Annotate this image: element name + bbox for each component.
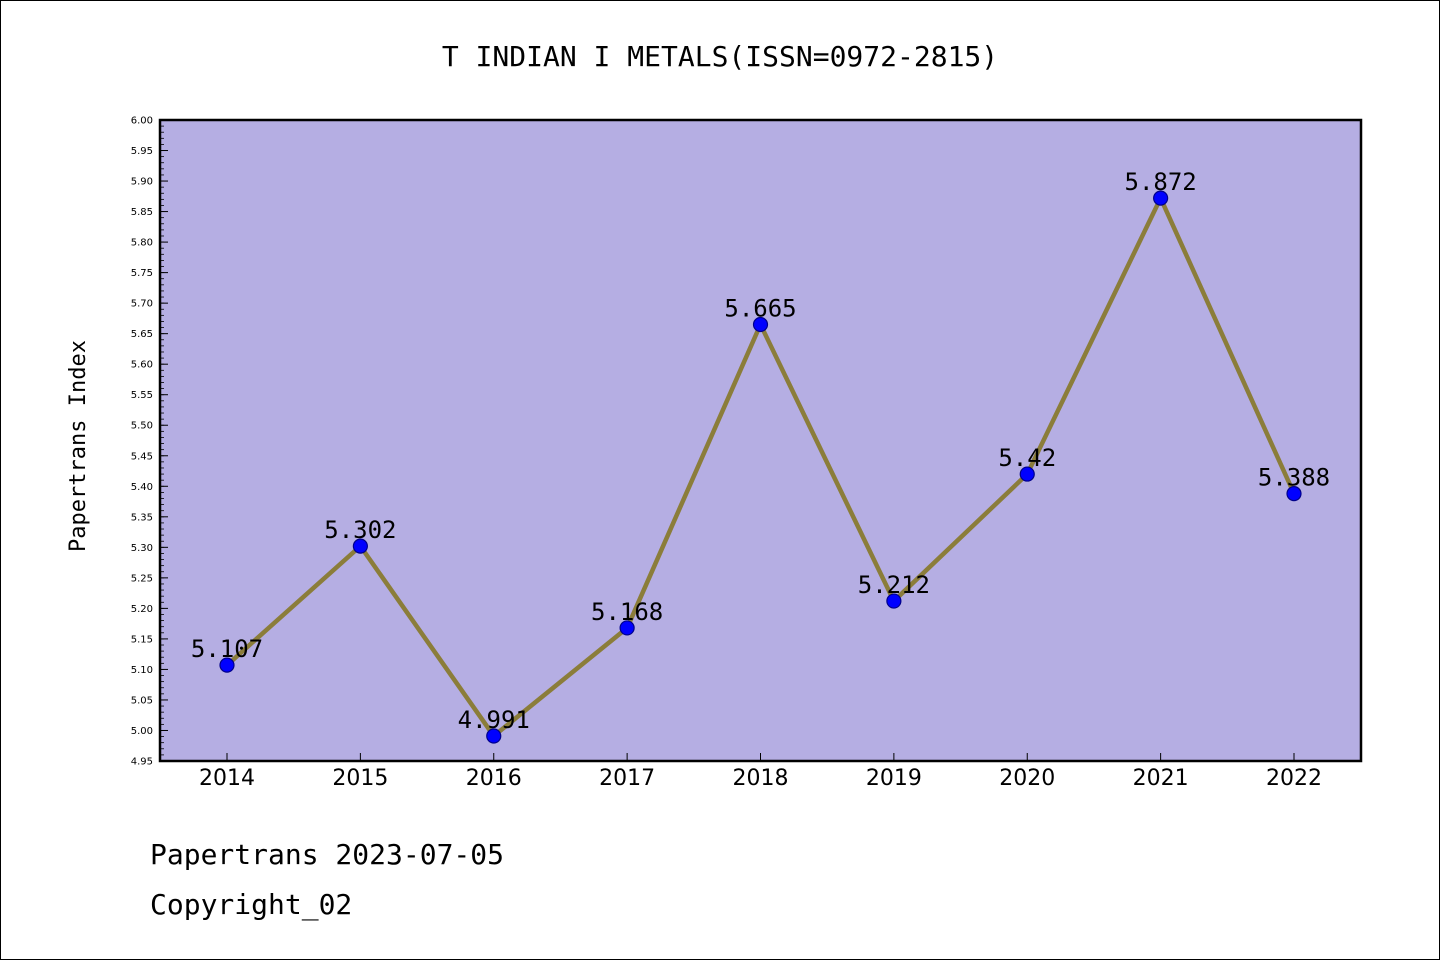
footer-copyright: Copyright_02 xyxy=(150,888,352,922)
y-tick-label: 5.50 xyxy=(131,421,153,432)
y-tick-label: 5.40 xyxy=(131,482,153,493)
x-tick-label: 2018 xyxy=(733,766,789,791)
y-tick-label: 5.45 xyxy=(131,451,153,462)
y-tick-label: 5.00 xyxy=(131,726,153,737)
data-point xyxy=(1286,486,1302,502)
data-label: 5.42 xyxy=(998,444,1056,472)
x-tick-label: 2015 xyxy=(332,766,388,791)
data-label: 5.168 xyxy=(591,598,663,626)
x-tick-label: 2016 xyxy=(466,766,522,791)
data-label: 5.872 xyxy=(1125,168,1197,196)
y-tick-label: 5.90 xyxy=(131,177,153,188)
y-tick-label: 5.65 xyxy=(131,329,153,340)
footer-date: Papertrans 2023-07-05 xyxy=(150,838,504,871)
data-point xyxy=(486,728,502,744)
y-tick-label: 5.05 xyxy=(131,695,153,706)
y-tick-label: 5.85 xyxy=(131,207,153,218)
data-point xyxy=(752,316,769,333)
data-point xyxy=(1153,190,1169,206)
y-axis-label: Papertrans Index xyxy=(66,340,91,552)
plot-area xyxy=(160,120,1361,761)
data-point xyxy=(219,657,235,673)
data-point xyxy=(352,538,368,554)
y-tick-label: 5.20 xyxy=(131,604,153,615)
y-tick-label: 5.30 xyxy=(131,543,153,554)
x-tick-label: 2019 xyxy=(866,766,922,791)
y-tick-label: 5.60 xyxy=(131,360,153,371)
data-label: 5.388 xyxy=(1258,464,1330,492)
axis-ticks: 4.95 5.00 5.05 5.10 5.15 5.20 5.25 5.30 5.35 5.40… xyxy=(131,116,1322,792)
x-tick-label: 2022 xyxy=(1266,766,1322,791)
data-point xyxy=(1019,466,1035,482)
y-tick-label: 4.95 xyxy=(131,757,153,768)
y-tick-label: 5.80 xyxy=(131,238,153,249)
y-tick-label: 5.10 xyxy=(131,665,153,676)
chart-title: T INDIAN I METALS(ISSN=0972-2815) xyxy=(442,40,998,73)
data-labels: 5.107 5.302 4.991 5.168 5.665 5.212 5.42 5.872 5… xyxy=(191,168,1330,734)
data-label: 5.212 xyxy=(858,571,930,599)
x-tick-label: 2014 xyxy=(199,766,255,791)
plot-border xyxy=(158,118,1363,763)
y-axis-label-group: Papertrans Index xyxy=(66,340,91,552)
series-layer xyxy=(219,190,1302,744)
y-tick-label: 5.25 xyxy=(131,573,153,584)
y-tick-label: 5.75 xyxy=(131,268,153,279)
data-label: 5.107 xyxy=(191,635,263,663)
data-point xyxy=(619,620,635,636)
data-label: 5.302 xyxy=(324,516,396,544)
data-label: 5.665 xyxy=(724,295,796,323)
x-tick-label: 2021 xyxy=(1133,766,1189,791)
y-tick-label: 5.95 xyxy=(131,146,153,157)
data-label: 4.991 xyxy=(458,706,530,734)
data-point xyxy=(886,593,902,609)
y-tick-label: 5.70 xyxy=(131,299,153,310)
y-tick-label: 5.15 xyxy=(131,634,153,645)
y-tick-label: 5.55 xyxy=(131,390,153,401)
y-tick-label: 5.35 xyxy=(131,512,153,523)
x-tick-label: 2017 xyxy=(599,766,655,791)
y-tick-label: 6.00 xyxy=(131,116,153,127)
x-tick-label: 2020 xyxy=(999,766,1055,791)
